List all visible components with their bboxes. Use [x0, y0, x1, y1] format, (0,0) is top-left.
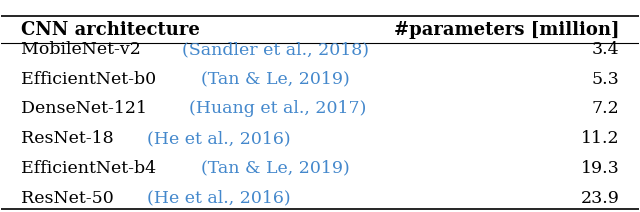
Text: ResNet-18: ResNet-18 — [20, 130, 118, 147]
Text: (Tan & Le, 2019): (Tan & Le, 2019) — [201, 160, 350, 177]
Text: EfficientNet-b4: EfficientNet-b4 — [20, 160, 161, 177]
Text: (He et al., 2016): (He et al., 2016) — [147, 130, 290, 147]
Text: (Sandler et al., 2018): (Sandler et al., 2018) — [182, 41, 369, 58]
Text: 3.4: 3.4 — [592, 41, 620, 58]
Text: DenseNet-121: DenseNet-121 — [20, 100, 152, 117]
Text: (Huang et al., 2017): (Huang et al., 2017) — [189, 100, 367, 117]
Text: (Tan & Le, 2019): (Tan & Le, 2019) — [201, 71, 350, 88]
Text: 11.2: 11.2 — [581, 130, 620, 147]
Text: ResNet-50: ResNet-50 — [20, 190, 119, 206]
Text: 7.2: 7.2 — [592, 100, 620, 117]
Text: MobileNet-v2: MobileNet-v2 — [20, 41, 146, 58]
Text: 19.3: 19.3 — [580, 160, 620, 177]
Text: #parameters [million]: #parameters [million] — [394, 21, 620, 39]
Text: (He et al., 2016): (He et al., 2016) — [147, 190, 291, 206]
Text: 5.3: 5.3 — [592, 71, 620, 88]
Text: CNN architecture: CNN architecture — [20, 21, 200, 39]
Text: EfficientNet-b0: EfficientNet-b0 — [20, 71, 161, 88]
Text: 23.9: 23.9 — [580, 190, 620, 206]
